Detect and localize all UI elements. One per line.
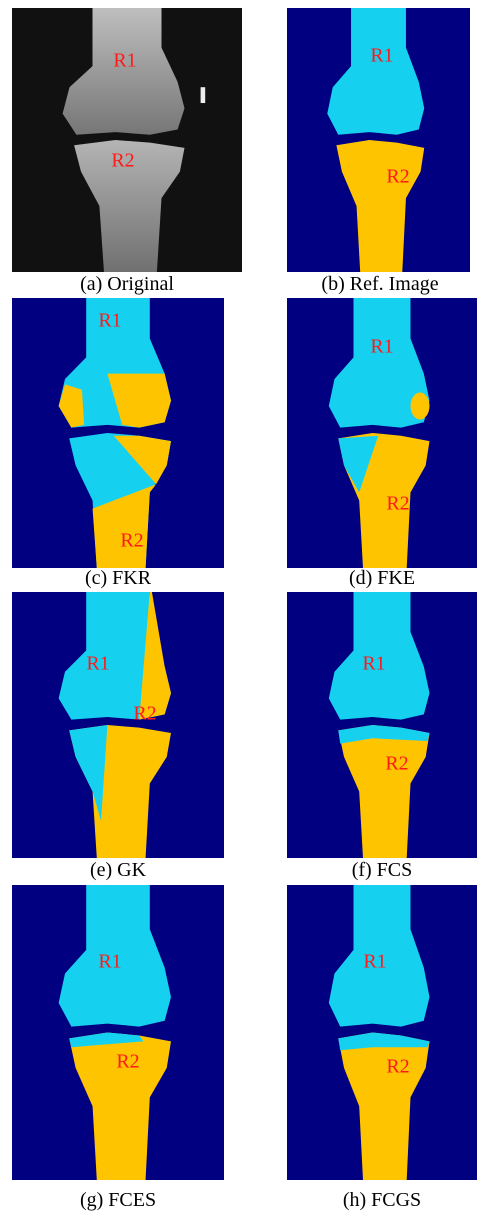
region-label: R2 [120,530,143,552]
region-label: R2 [385,753,408,775]
segmentation-image [287,592,477,858]
caption: (h) FCGS [343,1189,421,1211]
segmentation-image [12,298,224,568]
region-label: R2 [116,1051,139,1073]
region-label: R1 [362,653,385,675]
segmentation-image [12,885,224,1180]
caption: (d) FKE [349,567,415,589]
region-label: R1 [370,45,393,67]
xray-image [12,8,242,272]
region-label: R2 [386,1056,409,1078]
region-label: R2 [111,150,134,172]
region-label: R1 [86,653,109,675]
region-label: R2 [133,703,156,725]
segmentation-image [287,8,470,272]
caption: (b) Ref. Image [321,273,438,295]
caption: (e) GK [90,859,147,881]
region-label: R2 [386,493,409,515]
caption: (g) FCES [80,1189,156,1211]
segmentation-image [287,885,477,1180]
caption: (c) FKR [85,567,152,589]
segmentation-image [287,298,477,568]
region-label: R1 [98,310,121,332]
caption: (a) Original [80,273,174,295]
region-label: R1 [98,951,121,973]
region-label: R1 [363,951,386,973]
region-label: R2 [386,166,409,188]
segmentation-image [12,592,224,858]
region-label: R1 [370,336,393,358]
region-label: R1 [113,50,136,72]
caption: (f) FCS [352,859,413,881]
